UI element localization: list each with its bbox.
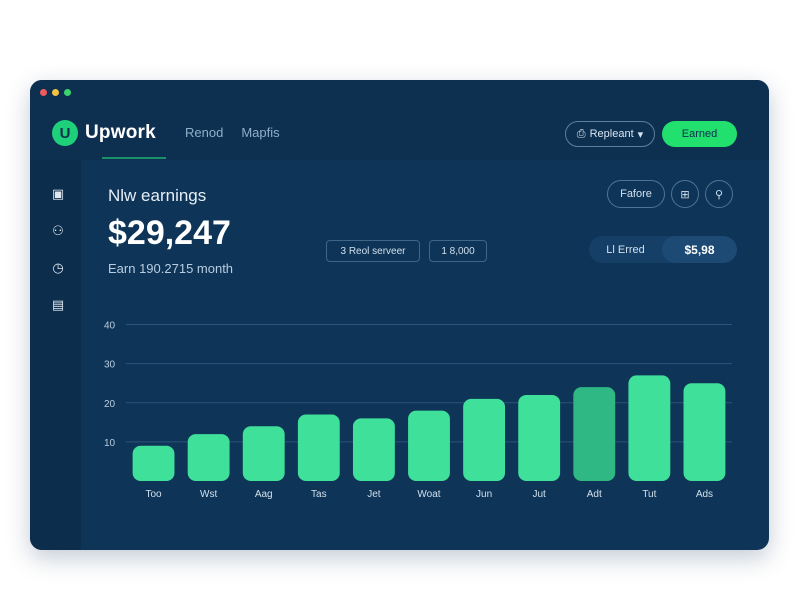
bar-aag[interactable] <box>242 426 285 481</box>
x-tick-label: Wst <box>200 489 217 500</box>
app-window: U Upwork Renod Mapfis ⎙ Repleant ▾ Earne… <box>30 80 769 550</box>
bar-jun[interactable] <box>463 398 506 481</box>
grid-icon: ⊞ <box>680 188 690 201</box>
upwork-logo-icon: U <box>52 120 78 146</box>
x-tick-label: Jun <box>476 489 492 500</box>
bar-jet[interactable] <box>352 418 395 481</box>
earnings-bar-chart: 10 20 30 40 Too Wst Aag Tas Jet Woat Jun Jut Adt Tut A… <box>104 321 732 500</box>
brand-name: Upwork <box>85 122 156 143</box>
report-label: Repleant <box>589 128 634 140</box>
earnings-subtitle: Earn 190.2715 month <box>108 261 234 276</box>
page-title: Nlw earnings <box>108 186 207 205</box>
bar-wst[interactable] <box>187 434 230 481</box>
bar-adt[interactable] <box>573 387 616 481</box>
report-icon: ⎙ <box>576 127 586 140</box>
x-tick-label: Too <box>145 489 162 500</box>
top-nav: Renod Mapfis <box>185 125 280 140</box>
close-dot[interactable] <box>40 89 47 96</box>
filter-button[interactable]: Fafore <box>607 180 665 208</box>
x-tick-label: Aag <box>255 489 273 500</box>
earned-button[interactable]: Earned <box>662 121 737 147</box>
x-tick-label: Woat <box>417 489 440 500</box>
user-button[interactable]: ⚲ <box>705 180 733 208</box>
nav-item-renod[interactable]: Renod <box>185 125 224 140</box>
maximize-dot[interactable] <box>64 89 71 96</box>
sidebar: ▣ ⚇ ◷ ▤ <box>30 160 81 550</box>
bar-ads[interactable] <box>683 383 726 481</box>
nav-item-mapfis[interactable]: Mapfis <box>241 125 280 140</box>
filter-pill-server[interactable]: 3 Reol serveer <box>326 240 420 262</box>
report-dropdown-button[interactable]: ⎙ Repleant ▾ <box>565 121 655 147</box>
active-tab-indicator <box>102 157 166 159</box>
summary-label: Ll Erred <box>606 243 645 256</box>
bar-tas[interactable] <box>297 414 340 481</box>
grid-view-button[interactable]: ⊞ <box>671 180 699 208</box>
bar-woat[interactable] <box>408 410 450 481</box>
y-tick-label: 20 <box>104 399 116 410</box>
x-tick-label: Jut <box>533 489 547 500</box>
chevron-down-icon: ▾ <box>637 128 644 141</box>
bar-jut[interactable] <box>518 394 561 481</box>
bar-too[interactable] <box>132 445 175 481</box>
clock-icon[interactable]: ◷ <box>52 260 64 275</box>
brand[interactable]: U Upwork <box>52 120 156 146</box>
y-tick-label: 10 <box>104 438 116 449</box>
earned-summary[interactable]: Ll Erred $5,98 <box>589 236 737 263</box>
x-tick-label: Jet <box>367 489 381 500</box>
user-lock-icon[interactable]: ⚇ <box>52 223 64 238</box>
user-icon: ⚲ <box>714 188 724 201</box>
x-tick-label: Tut <box>642 489 656 500</box>
earnings-amount: $29,247 <box>108 214 231 252</box>
x-tick-label: Ads <box>696 489 713 500</box>
minimize-dot[interactable] <box>52 89 59 96</box>
x-tick-label: Tas <box>311 489 327 500</box>
briefcase-icon[interactable]: ▣ <box>51 186 65 201</box>
summary-value: $5,98 <box>662 236 737 263</box>
calendar-icon[interactable]: ▤ <box>51 297 65 312</box>
y-tick-label: 40 <box>104 321 116 332</box>
x-tick-label: Adt <box>587 489 602 500</box>
top-bar: U Upwork Renod Mapfis ⎙ Repleant ▾ Earne… <box>30 80 769 160</box>
filter-pill-value[interactable]: 1 8,000 <box>429 240 487 262</box>
bar-tut[interactable] <box>628 375 671 481</box>
window-controls <box>40 89 71 96</box>
y-tick-label: 30 <box>104 360 116 371</box>
